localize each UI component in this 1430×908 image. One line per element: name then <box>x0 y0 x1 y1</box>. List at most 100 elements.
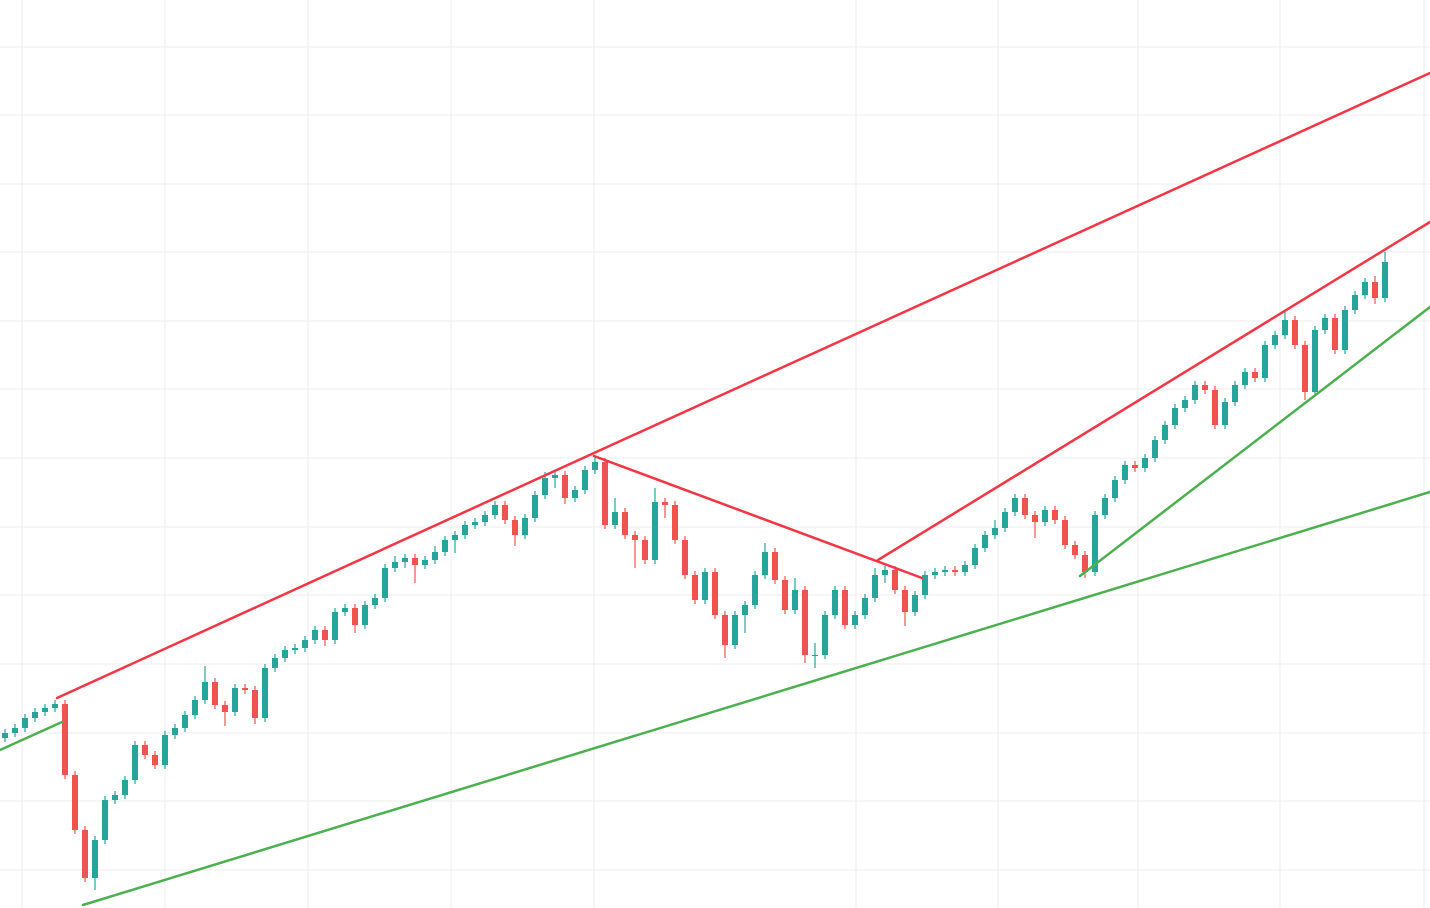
candle-body <box>772 552 778 580</box>
candle-body <box>132 745 138 780</box>
candle-body <box>452 535 458 540</box>
candle-body <box>1112 480 1118 498</box>
candle-body <box>282 650 288 658</box>
candle-body <box>252 690 258 718</box>
candle-body <box>992 528 998 535</box>
candle-body <box>1052 510 1058 520</box>
candle-body <box>1242 372 1248 385</box>
candle-body <box>792 590 798 610</box>
upper-channel-line <box>55 71 1430 700</box>
candle-body <box>1132 465 1138 468</box>
candle-body <box>82 830 88 878</box>
candle-body <box>592 462 598 470</box>
candles <box>2 252 1388 890</box>
candle-body <box>192 700 198 715</box>
candle-body <box>922 575 928 595</box>
candle-body <box>1312 330 1318 392</box>
candle-body <box>862 598 868 615</box>
candle-body <box>1092 515 1098 572</box>
candle-body <box>1162 425 1168 440</box>
short-support-line <box>1078 305 1430 578</box>
candle-body <box>352 608 358 625</box>
candle-body <box>752 575 758 605</box>
candle-body <box>102 800 108 840</box>
candle-body <box>762 552 768 575</box>
candle-body <box>1002 512 1008 528</box>
candle-body <box>962 565 968 572</box>
candle-body <box>1172 408 1178 425</box>
candle-body <box>1332 318 1338 350</box>
candle-body <box>322 630 328 640</box>
candle-body <box>302 640 308 648</box>
candle-body <box>262 668 268 718</box>
candle-body <box>32 712 38 718</box>
candle-body <box>562 475 568 498</box>
candle-body <box>902 590 908 612</box>
candle-body <box>12 728 18 733</box>
candle-body <box>912 595 918 612</box>
candle-body <box>222 705 228 712</box>
candle-body <box>892 570 898 590</box>
candle-body <box>1342 310 1348 350</box>
candle-body <box>602 462 608 525</box>
candle-body <box>1212 390 1218 425</box>
candle-body <box>582 470 588 490</box>
candle-body <box>412 558 418 565</box>
candle-body <box>392 562 398 568</box>
trend-lines <box>0 71 1430 907</box>
candle-body <box>72 775 78 830</box>
support-line <box>0 720 64 752</box>
candle-body <box>1032 515 1038 522</box>
candle-body <box>832 590 838 615</box>
long-support-line <box>81 490 1430 907</box>
candle-body <box>172 728 178 735</box>
candle-body <box>942 570 948 572</box>
candle-body <box>572 490 578 498</box>
candle-body <box>712 572 718 615</box>
candle-body <box>1352 295 1358 310</box>
candle-body <box>1302 345 1308 392</box>
candle-body <box>512 520 518 535</box>
candle-body <box>872 575 878 598</box>
candle-body <box>402 558 408 562</box>
candle-body <box>722 615 728 645</box>
candle-body <box>462 525 468 535</box>
candle-body <box>212 682 218 705</box>
candle-body <box>92 840 98 878</box>
candle-body <box>1122 465 1128 480</box>
candle-body <box>1292 320 1298 345</box>
candle-body <box>382 568 388 598</box>
candle-body <box>552 475 558 478</box>
candle-body <box>852 615 858 625</box>
candle-body <box>702 572 708 600</box>
candle-body <box>2 733 8 738</box>
candle-body <box>802 590 808 655</box>
candle-body <box>642 540 648 560</box>
candle-body <box>242 688 248 690</box>
candle-body <box>822 615 828 655</box>
candle-body <box>422 560 428 565</box>
candle-body <box>1322 318 1328 330</box>
candle-body <box>42 708 48 712</box>
candle-body <box>442 540 448 552</box>
candle-body <box>482 515 488 522</box>
candle-body <box>782 580 788 610</box>
candle-body <box>1272 335 1278 345</box>
candle-body <box>182 715 188 728</box>
candle-body <box>1282 320 1288 335</box>
candle-body <box>112 795 118 800</box>
candle-body <box>972 548 978 565</box>
candle-body <box>1182 400 1188 408</box>
candle-body <box>142 745 148 755</box>
candle-body <box>522 518 528 535</box>
candle-body <box>632 535 638 540</box>
candle-body <box>652 502 658 560</box>
candle-body <box>1022 498 1028 515</box>
candle-body <box>472 522 478 525</box>
candle-body <box>372 598 378 605</box>
candle-body <box>952 570 958 572</box>
inner-channel-line <box>876 220 1430 562</box>
candle-body <box>1382 262 1388 298</box>
candle-body <box>432 552 438 560</box>
